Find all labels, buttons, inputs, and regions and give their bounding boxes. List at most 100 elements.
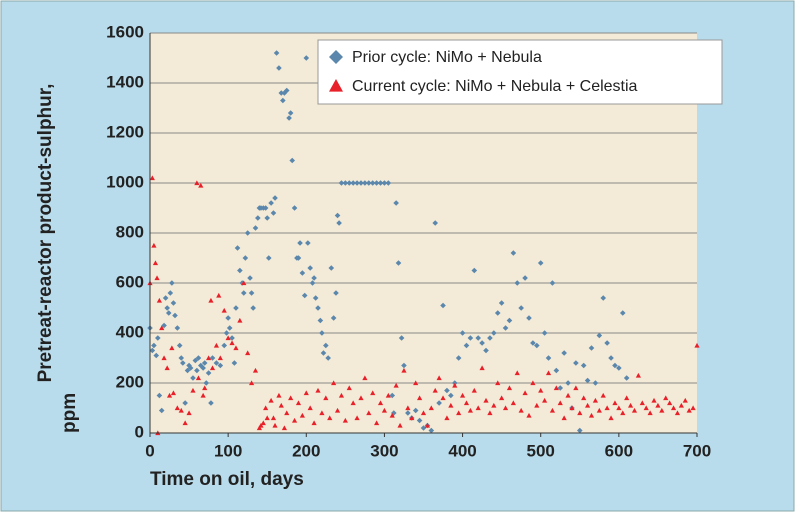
point [208, 297, 214, 303]
point [358, 180, 364, 186]
point [338, 392, 345, 398]
y-tick-label: 600 [116, 272, 144, 291]
point [309, 280, 316, 286]
point [604, 405, 610, 411]
point [317, 317, 324, 324]
x-tick-label: 500 [527, 441, 555, 460]
point [440, 395, 446, 401]
point [325, 355, 331, 361]
point [237, 267, 243, 274]
point [436, 400, 442, 406]
point [487, 410, 493, 416]
point [362, 375, 368, 381]
point [206, 355, 212, 361]
point [573, 360, 579, 366]
point [682, 397, 688, 403]
point [272, 422, 278, 428]
x-tick-label: 600 [605, 441, 633, 460]
point [342, 417, 348, 423]
point [178, 355, 185, 361]
point [264, 215, 271, 221]
point [205, 370, 212, 376]
point [522, 275, 528, 281]
point [401, 362, 407, 369]
point [164, 305, 170, 311]
x-tick-label: 100 [214, 441, 242, 460]
point [592, 380, 599, 386]
point [194, 367, 200, 374]
point [158, 407, 165, 414]
y-tick-label: 400 [116, 322, 144, 341]
point [237, 317, 243, 323]
point [405, 410, 411, 416]
point [195, 355, 202, 361]
point [311, 420, 317, 426]
point [270, 415, 277, 421]
point [581, 395, 587, 401]
point [319, 410, 325, 416]
point [195, 375, 202, 381]
point [395, 260, 402, 266]
point [328, 265, 335, 271]
point [420, 410, 427, 416]
point [526, 315, 532, 321]
point [565, 380, 571, 386]
point [576, 427, 583, 434]
point [635, 372, 641, 378]
point [491, 402, 497, 408]
point [169, 345, 175, 351]
point [542, 397, 548, 403]
point [526, 412, 532, 418]
point [612, 362, 618, 369]
x-tick-label: 200 [292, 441, 320, 460]
point [273, 50, 280, 56]
point [604, 340, 610, 346]
point [167, 290, 174, 296]
point [588, 345, 595, 351]
point [245, 350, 251, 356]
point [154, 275, 160, 281]
point [428, 405, 434, 411]
point [265, 255, 272, 261]
point [229, 340, 235, 346]
point [534, 402, 540, 408]
point [281, 425, 288, 431]
point [312, 295, 319, 301]
point [258, 422, 264, 428]
point [256, 425, 262, 431]
point [192, 357, 199, 364]
point [494, 310, 501, 316]
point [623, 375, 630, 381]
point [428, 427, 435, 434]
point [350, 400, 356, 406]
point [397, 422, 403, 428]
point [176, 342, 183, 349]
point [223, 330, 230, 336]
y-tick-label: 1200 [106, 122, 144, 141]
point [381, 407, 388, 413]
point [624, 395, 630, 401]
point [389, 412, 395, 418]
point [573, 385, 579, 391]
point [452, 382, 458, 388]
point [440, 302, 446, 309]
point [338, 180, 345, 186]
point [498, 300, 505, 306]
point [502, 325, 509, 331]
point [209, 355, 216, 361]
point [553, 385, 559, 391]
point [545, 370, 552, 376]
point [506, 385, 513, 391]
point [233, 305, 239, 311]
point [370, 390, 376, 396]
point [153, 352, 160, 359]
point [588, 412, 595, 418]
point [565, 392, 571, 398]
point [678, 402, 684, 408]
point [213, 342, 220, 348]
point [281, 90, 288, 96]
point [334, 212, 341, 219]
point [620, 410, 626, 416]
point [303, 55, 310, 61]
point [184, 367, 191, 374]
